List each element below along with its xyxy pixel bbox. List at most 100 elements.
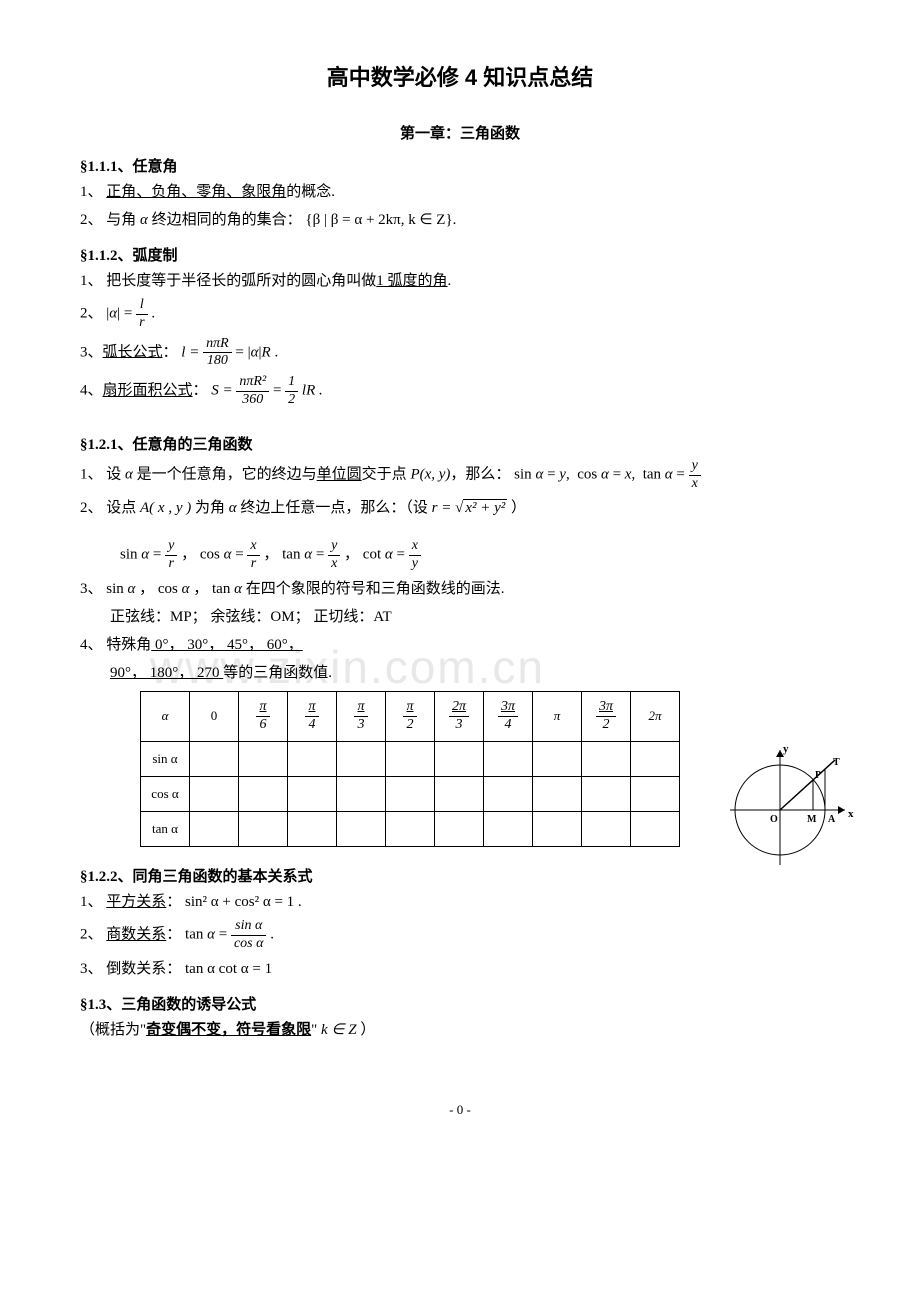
text: 交于点 xyxy=(362,467,411,483)
alpha: α xyxy=(230,581,242,597)
text: 是一个任意角，它的终边与 xyxy=(133,467,317,483)
underlined-angles: 0°， 30°， 45°， 60°， xyxy=(151,637,303,653)
fraction: lr xyxy=(136,297,147,332)
text: ， cos xyxy=(135,581,178,597)
fraction: xy xyxy=(409,538,421,573)
formula-line: 2、 |α| = lr . xyxy=(80,297,840,332)
alpha: α xyxy=(125,467,133,483)
label-m: M xyxy=(807,814,817,825)
label-a: A xyxy=(828,814,836,825)
table-header: 0 xyxy=(190,691,239,741)
mnemonic: 奇变偶不变，符号看象限 xyxy=(146,1022,311,1038)
set-expression: {β | β = α + 2kπ, k ∈ Z}. xyxy=(305,212,456,228)
text: 4、 特殊角 xyxy=(80,637,151,653)
fraction: nπR180 xyxy=(203,336,232,371)
item-number: 2、 xyxy=(80,306,106,322)
text: . xyxy=(448,273,452,289)
var-s: S = xyxy=(211,383,236,399)
text: ， tan xyxy=(190,581,231,597)
formula-line: 4、扇形面积公式： S = nπR²360 = 12 lR . xyxy=(80,374,840,409)
alpha: α xyxy=(140,212,148,228)
underlined-term: 弧长公式 xyxy=(103,344,163,360)
table-header: π4 xyxy=(288,691,337,741)
table-header: 3π4 xyxy=(484,691,533,741)
k-in-z: k ∈ Z xyxy=(321,1022,357,1038)
formula-line: 3、弧长公式： l = nπR180 = |α|R . xyxy=(80,336,840,371)
underlined-term: 扇形面积公式 xyxy=(103,383,193,399)
cos: ， cos α = xyxy=(181,547,247,563)
text-line: 2、 商数关系： tan α = sin αcos α . xyxy=(80,918,840,953)
text-line: 1、 平方关系： sin² α + cos² α = 1 . xyxy=(80,890,840,914)
fraction: yx xyxy=(689,458,701,493)
table-row-label: tan α xyxy=(141,811,190,846)
fraction: nπR²360 xyxy=(236,374,269,409)
cot: ， cot α = xyxy=(344,547,409,563)
point-a: A( x , y ) xyxy=(140,500,191,516)
label-x: x xyxy=(848,808,854,820)
text-line: 2、 设点 A( x , y ) 为角 α 终边上任意一点，那么：（设 r = … xyxy=(80,496,840,520)
item-number: 3、 xyxy=(80,344,103,360)
item-number: 2、 xyxy=(80,927,106,943)
fraction: sin αcos α xyxy=(231,918,267,953)
unit-circle-diagram: y x O M A P T xyxy=(720,740,860,880)
text-line: 1、 设 α 是一个任意角，它的终边与单位圆交于点 P(x, y)，那么： si… xyxy=(80,458,840,493)
sqrt: √x² + y² xyxy=(455,499,507,516)
item-number: 1、 xyxy=(80,184,106,200)
formula-line: sin α = yr ， cos α = xr ， tan α = yx ， c… xyxy=(120,538,840,573)
trig-defs: sin α = y, cos α = x, tan α = xyxy=(514,467,688,483)
section-1-3: §1.3、三角函数的诱导公式 xyxy=(80,993,840,1014)
item-number: 1、 xyxy=(80,894,106,910)
text-line: 1、 正角、负角、零角、象限角的概念. xyxy=(80,180,840,204)
text: （概括为" xyxy=(80,1022,146,1038)
r-def: r = xyxy=(432,500,455,516)
text: ： xyxy=(193,383,208,399)
text: 的概念. xyxy=(286,184,335,200)
text: ： xyxy=(163,344,178,360)
text: ，那么： xyxy=(450,467,510,483)
table-header: π2 xyxy=(386,691,435,741)
text: 3、 sin xyxy=(80,581,124,597)
text-line: 2、 与角 α 终边相同的角的集合： {β | β = α + 2kπ, k ∈… xyxy=(80,208,840,232)
fraction: 12 xyxy=(285,374,298,409)
section-1-1-2: §1.1.2、弧度制 xyxy=(80,244,840,265)
text-line: 3、 sin α ， cos α ， tan α 在四个象限的符号和三角函数线的… xyxy=(80,577,840,601)
text: 终边相同的角的集合： xyxy=(148,212,306,228)
sin: sin α = xyxy=(120,547,165,563)
text: 为角 xyxy=(191,500,229,516)
text-line: 4、 特殊角 0°， 30°， 45°， 60°， xyxy=(80,633,840,657)
lr: lR . xyxy=(302,383,323,399)
item-number: 4、 xyxy=(80,383,103,399)
label-y: y xyxy=(783,743,789,755)
table-header: 2π3 xyxy=(435,691,484,741)
abs-alpha: |α| = xyxy=(106,306,136,322)
text-line: （概括为"奇变偶不变，符号看象限" k ∈ Z ） xyxy=(80,1018,840,1042)
underlined-term: 正角、负角、零角、象限角 xyxy=(106,184,286,200)
table-header: π xyxy=(533,691,582,741)
text: 2、 与角 xyxy=(80,212,140,228)
period: . xyxy=(148,306,156,322)
special-angles-table: α 0 π6 π4 π3 π2 2π3 3π4 π 3π2 2π sin α c… xyxy=(140,691,680,847)
text: 在四个象限的符号和三角函数线的画法. xyxy=(242,581,505,597)
fraction: yr xyxy=(165,538,177,573)
table-header: π3 xyxy=(337,691,386,741)
table-row-label: cos α xyxy=(141,776,190,811)
text-line: 3、 倒数关系： tan α cot α = 1 xyxy=(80,957,840,981)
underlined-term: 1 弧度的角 xyxy=(376,273,447,289)
text-line: 90°， 180°， 270 等的三角函数值. xyxy=(110,661,840,685)
eq: = xyxy=(273,383,285,399)
label-t: T xyxy=(833,757,840,768)
text: " xyxy=(311,1022,321,1038)
text: 1、 把长度等于半径长的弧所对的圆心角叫做 xyxy=(80,273,376,289)
text: 终边上任意一点，那么：（设 xyxy=(237,500,432,516)
text-line: 正弦线：MP； 余弦线：OM； 正切线：AT xyxy=(110,605,840,629)
alpha: α xyxy=(229,500,237,516)
point: P(x, y) xyxy=(410,467,450,483)
table-header: α xyxy=(141,691,190,741)
table-header: 3π2 xyxy=(582,691,631,741)
text: 等的三角函数值. xyxy=(223,665,332,681)
text: 1、 设 xyxy=(80,467,125,483)
period: . xyxy=(266,927,274,943)
formula: ： sin² α + cos² α = 1 . xyxy=(166,894,301,910)
text: ） xyxy=(507,500,526,516)
text-line: 1、 把长度等于半径长的弧所对的圆心角叫做1 弧度的角. xyxy=(80,269,840,293)
